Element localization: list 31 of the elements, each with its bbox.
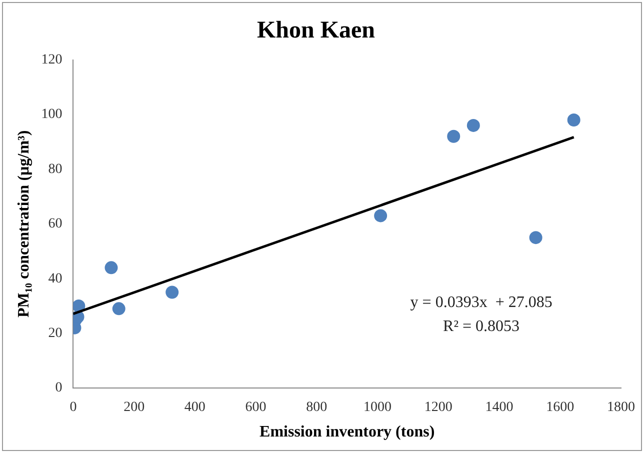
y-tick-label: 80 [48, 162, 62, 177]
x-tick-label: 1000 [364, 400, 392, 416]
y-tick-label: 0 [55, 380, 62, 396]
y-tick-label: 20 [48, 326, 62, 341]
point [112, 302, 126, 316]
point [73, 299, 86, 312]
x-tick-label: 1800 [607, 400, 635, 416]
y-tick-label: 120 [41, 52, 62, 68]
x-tick-label: 800 [306, 400, 328, 416]
point [529, 231, 542, 244]
point [447, 130, 460, 143]
x-tick-label: 1400 [485, 400, 514, 416]
y-tick-label: 40 [48, 271, 62, 286]
x-tick-label: 1200 [424, 400, 452, 416]
y-tick-label: 100 [41, 107, 62, 122]
y-tick-label: 60 [48, 216, 62, 232]
x-tick-label: 0 [70, 400, 77, 416]
point [466, 118, 480, 132]
point [374, 209, 388, 222]
point [104, 261, 118, 274]
point [567, 113, 580, 126]
annotation: y = 0.0393x + 27.085 [410, 294, 552, 311]
x-tick-label: 600 [245, 400, 266, 416]
point [166, 286, 179, 299]
annotation: R² = 0.8053 [443, 318, 520, 335]
x-tick-label: 400 [184, 400, 206, 416]
x-tick-label: 200 [124, 400, 145, 416]
chart-title: Khon Kaen [256, 18, 376, 44]
x-tick-label: 1600 [546, 400, 574, 416]
x-axis-title: Emission inventory (tons) [260, 424, 435, 441]
y-axis-title: PM₁₀ concentration (µg/m³) [16, 130, 33, 318]
